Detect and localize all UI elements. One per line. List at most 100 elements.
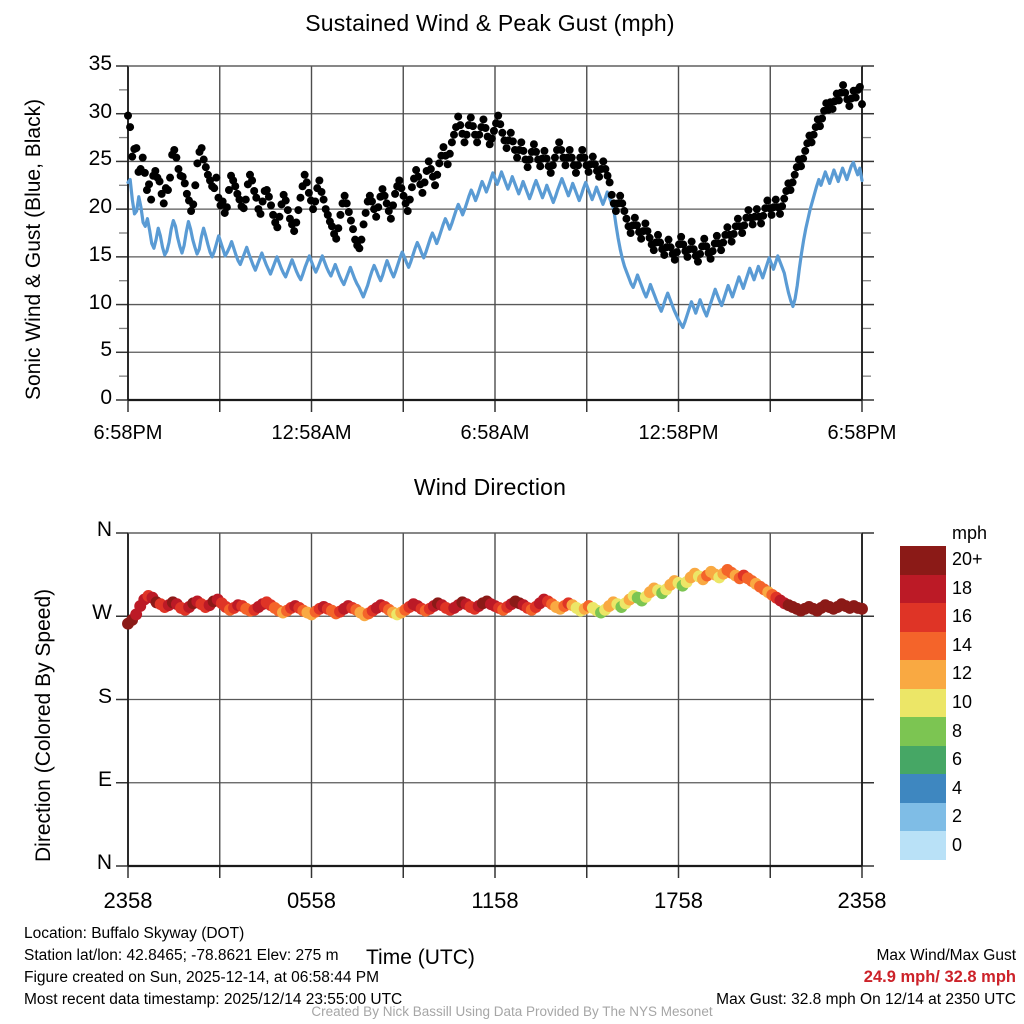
- gust-point: [349, 225, 358, 234]
- gust-point: [304, 188, 313, 197]
- gust-point: [744, 206, 753, 215]
- gust-point: [420, 178, 429, 187]
- gust-point: [391, 189, 400, 198]
- gust-point: [445, 149, 454, 158]
- gust-point: [645, 233, 654, 242]
- gust-point: [281, 196, 290, 205]
- wind-direction-xtick-label: 2358: [837, 888, 887, 913]
- wind-direction-chart-title: Wind Direction: [413, 474, 567, 500]
- gust-point: [599, 157, 608, 166]
- gust-point: [201, 163, 210, 172]
- gust-point: [359, 220, 368, 229]
- gust-point: [807, 138, 816, 147]
- colorbar-tick-label: 6: [952, 749, 963, 770]
- colorbar-band: [900, 774, 946, 803]
- gust-point: [449, 130, 458, 139]
- gust-point: [841, 88, 850, 97]
- gust-point: [740, 221, 749, 230]
- footer-location: Location: Buffalo Skyway (DOT): [24, 925, 245, 942]
- gust-point: [439, 143, 448, 152]
- gust-point: [145, 180, 154, 189]
- gust-point: [700, 234, 709, 243]
- gust-point: [342, 199, 351, 208]
- gust-point: [546, 168, 555, 177]
- gust-point: [611, 207, 620, 216]
- wind-direction-ytick-label: N: [96, 851, 112, 874]
- colorbar-tick-label: 0: [952, 834, 963, 855]
- wind-gust-plot: [116, 65, 874, 412]
- gust-point: [630, 213, 639, 222]
- gust-point: [712, 231, 721, 240]
- max-wind-gust-label: Max Wind/Max Gust: [876, 947, 1016, 964]
- gust-point: [384, 207, 393, 216]
- wind-direction-points: [122, 564, 868, 630]
- colorbar-band: [900, 660, 946, 689]
- gust-point: [302, 178, 311, 187]
- gust-point: [155, 177, 164, 186]
- gust-point: [590, 160, 599, 169]
- gust-point: [801, 146, 810, 155]
- gust-point: [767, 210, 776, 219]
- gust-point: [479, 115, 488, 124]
- gust-point: [178, 172, 187, 181]
- gust-point: [140, 168, 149, 177]
- colorbar-tick-label: 2: [952, 806, 963, 827]
- gust-point: [536, 162, 545, 171]
- gust-point: [696, 249, 705, 258]
- wind-gust-ytick-label: 15: [88, 242, 112, 266]
- gust-point: [588, 152, 597, 161]
- wind-gust-ytick-label: 0: [100, 386, 112, 409]
- gust-point: [771, 195, 780, 204]
- gust-point: [262, 186, 271, 195]
- gust-point: [496, 120, 505, 129]
- gust-point: [618, 199, 627, 208]
- footer-created: Figure created on Sun, 2025-12-14, at 06…: [24, 969, 380, 986]
- gust-point: [677, 232, 686, 241]
- gust-point: [660, 250, 669, 259]
- gust-point: [334, 224, 343, 233]
- gust-point: [412, 166, 421, 175]
- gust-point: [702, 242, 711, 251]
- gust-point: [723, 223, 732, 232]
- gust-point: [239, 204, 248, 213]
- gust-point: [332, 234, 341, 243]
- gust-point: [296, 193, 305, 202]
- gust-point: [738, 229, 747, 237]
- colorbar-band: [900, 717, 946, 746]
- gust-point: [182, 189, 191, 198]
- gust-point: [498, 128, 507, 137]
- gust-point: [487, 134, 496, 143]
- gust-point: [250, 187, 259, 196]
- gust-point: [264, 192, 273, 201]
- gust-point: [666, 243, 675, 252]
- gust-point: [683, 252, 692, 261]
- gust-point: [788, 178, 797, 187]
- gust-point: [431, 181, 440, 190]
- wind-gust-chart-title: Sustained Wind & Peak Gust (mph): [305, 10, 675, 36]
- gust-point: [466, 113, 475, 122]
- colorbar-band: [900, 546, 946, 575]
- gust-point: [224, 186, 233, 195]
- gust-point: [138, 153, 147, 162]
- wind-direction-ytick-label: N: [96, 518, 112, 541]
- gust-point: [748, 220, 757, 229]
- gust-point: [405, 195, 414, 204]
- gust-point: [361, 208, 370, 217]
- colorbar-tick-label: 10: [952, 692, 973, 712]
- gust-point: [550, 153, 559, 162]
- gust-point: [828, 104, 837, 113]
- gust-point: [719, 238, 728, 247]
- max-wind-gust-values: 24.9 mph/ 32.8 mph: [863, 968, 1016, 986]
- gust-point: [605, 178, 614, 187]
- wind-gust-ytick-label: 5: [100, 338, 112, 362]
- gust-point: [523, 163, 532, 172]
- gust-point: [574, 161, 583, 170]
- gust-point: [532, 147, 541, 156]
- wind-gust-axes: [116, 65, 874, 412]
- gust-point: [637, 234, 646, 243]
- gust-point: [672, 248, 681, 257]
- gust-point: [851, 93, 860, 102]
- gust-point: [517, 138, 526, 147]
- gust-point: [519, 146, 528, 155]
- gust-point: [687, 237, 696, 246]
